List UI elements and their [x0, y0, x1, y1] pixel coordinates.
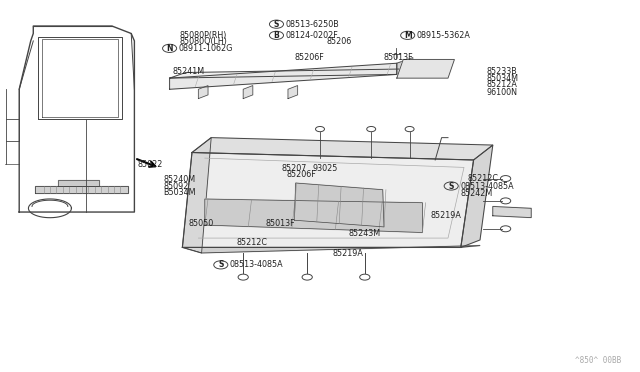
Text: 85013F: 85013F	[266, 219, 295, 228]
Text: 85241M: 85241M	[173, 67, 205, 76]
Text: 85219A: 85219A	[430, 211, 461, 219]
Text: 85022: 85022	[138, 160, 163, 169]
Text: S: S	[449, 182, 454, 190]
Text: 08124-0202F: 08124-0202F	[285, 31, 338, 40]
Text: 08513-4085A: 08513-4085A	[460, 182, 514, 190]
Text: 08915-5362A: 08915-5362A	[417, 31, 470, 40]
Polygon shape	[58, 180, 99, 186]
Text: 85219A: 85219A	[333, 249, 364, 258]
Text: S: S	[218, 260, 223, 269]
Text: 96100N: 96100N	[486, 88, 517, 97]
Polygon shape	[243, 86, 253, 99]
Text: 85206: 85206	[326, 37, 351, 46]
Text: 85013F: 85013F	[384, 53, 413, 62]
Polygon shape	[397, 60, 454, 78]
Text: B: B	[274, 31, 279, 40]
Text: ^850^ 00BB: ^850^ 00BB	[575, 356, 621, 365]
Polygon shape	[288, 86, 298, 99]
Text: 85080Q(LH): 85080Q(LH)	[179, 37, 227, 46]
Text: 85212A: 85212A	[486, 80, 517, 89]
Polygon shape	[182, 153, 474, 247]
Text: 08911-1062G: 08911-1062G	[179, 44, 233, 53]
Polygon shape	[182, 246, 480, 253]
Polygon shape	[170, 69, 413, 78]
Text: 08513-6250B: 08513-6250B	[285, 20, 339, 29]
Text: B5034M: B5034M	[163, 188, 196, 197]
Polygon shape	[170, 63, 397, 89]
Text: 85240M: 85240M	[163, 175, 195, 184]
Polygon shape	[205, 199, 422, 232]
Polygon shape	[493, 206, 531, 218]
Text: 08513-4085A: 08513-4085A	[230, 260, 284, 269]
Text: 93025: 93025	[312, 164, 338, 173]
Polygon shape	[461, 145, 493, 247]
Text: 85034M: 85034M	[486, 74, 518, 83]
Text: 85242M: 85242M	[461, 189, 493, 198]
Polygon shape	[35, 186, 128, 193]
Text: 85207: 85207	[282, 164, 307, 173]
Polygon shape	[397, 58, 413, 74]
Polygon shape	[198, 86, 208, 99]
Text: 85212C: 85212C	[467, 174, 498, 183]
Text: 85050: 85050	[189, 219, 214, 228]
Text: 85233B: 85233B	[486, 67, 517, 76]
Text: M: M	[404, 31, 412, 40]
Text: 85243M: 85243M	[349, 229, 381, 238]
Polygon shape	[192, 138, 493, 160]
Text: 85080P(RH): 85080P(RH)	[179, 31, 227, 40]
Text: N: N	[166, 44, 173, 53]
Text: 85206F: 85206F	[286, 170, 316, 179]
Text: S: S	[274, 20, 279, 29]
Text: 85212C: 85212C	[237, 238, 268, 247]
Text: 85092: 85092	[163, 182, 189, 190]
Polygon shape	[294, 183, 384, 227]
Polygon shape	[182, 138, 211, 253]
Text: 85206F: 85206F	[294, 53, 324, 62]
